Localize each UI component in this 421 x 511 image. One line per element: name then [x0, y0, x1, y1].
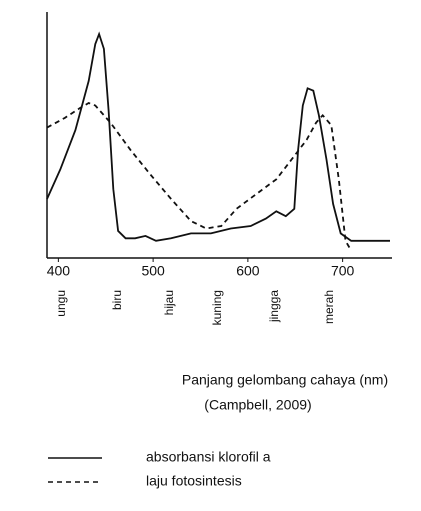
spectrum-label: ungu: [54, 290, 68, 317]
line-series: [46, 102, 352, 252]
x-tick-label: 500: [141, 263, 165, 279]
spectrum-label: hijau: [162, 290, 176, 315]
line-series: [46, 31, 390, 242]
x-axis-label: Panjang gelombang cahaya (nm): [182, 372, 388, 388]
x-tick-label: 700: [331, 263, 355, 279]
spectrum-label: biru: [110, 290, 124, 310]
legend-label: laju fotosintesis: [146, 473, 242, 489]
x-tick-label: 400: [47, 263, 71, 279]
legend-label: absorbansi klorofil a: [146, 449, 271, 465]
spectrum-label: kuning: [210, 290, 224, 325]
source: (Campbell, 2009): [204, 397, 311, 413]
spectrum-label: merah: [322, 290, 336, 324]
spectrum-label: jingga: [267, 290, 281, 323]
x-tick-label: 600: [236, 263, 260, 279]
